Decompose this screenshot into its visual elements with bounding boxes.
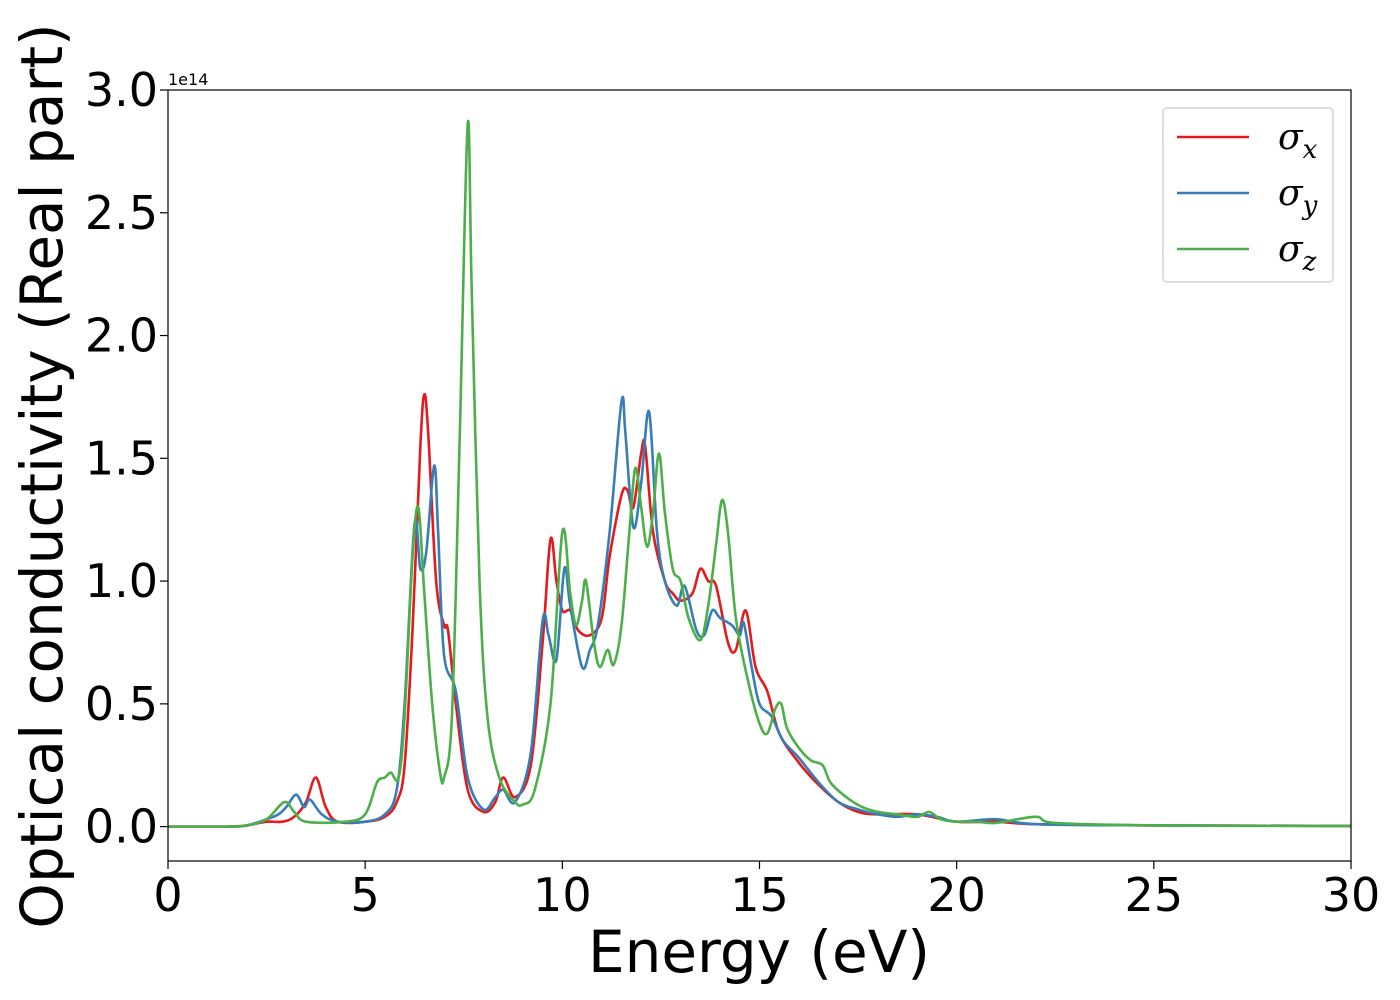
legend-label-z: σz: [1278, 229, 1317, 277]
series-line-z: [167, 119, 1352, 829]
y-tick-label: 2.0: [85, 309, 158, 363]
legend-label-x: σx: [1278, 117, 1318, 165]
x-tick-label: 0: [153, 868, 182, 922]
x-tick-label: 20: [927, 868, 986, 922]
x-axis: 0 5 10 15 20 25 30: [153, 861, 1380, 922]
y-tick-label: 1.0: [85, 554, 158, 608]
x-tick-label: 30: [1322, 868, 1381, 922]
x-tick-label: 25: [1125, 868, 1184, 922]
legend-box: [1162, 107, 1334, 283]
x-tick-label: 5: [351, 868, 380, 922]
x-tick-label: 15: [730, 868, 789, 922]
y-axis-label: Optical conductivity (Real part): [8, 23, 76, 928]
x-axis-label: Energy (eV): [588, 918, 930, 986]
y-tick-label: 1.5: [85, 431, 158, 485]
legend-label-y: σy: [1278, 173, 1318, 221]
y-tick-label: 2.5: [85, 186, 158, 240]
y-tick-label: 3.0: [85, 63, 158, 117]
plot-background: [168, 90, 1351, 861]
series-layer: [167, 119, 1352, 829]
y-offset-label: 1e14: [168, 70, 208, 89]
y-tick-label: 0.5: [85, 677, 158, 731]
legend: σx σy σz: [1162, 107, 1334, 283]
y-tick-label: 0.0: [85, 800, 158, 854]
y-axis: 0.0 0.5 1.0 1.5 2.0 2.5 3.0: [85, 63, 168, 854]
x-tick-label: 10: [533, 868, 592, 922]
